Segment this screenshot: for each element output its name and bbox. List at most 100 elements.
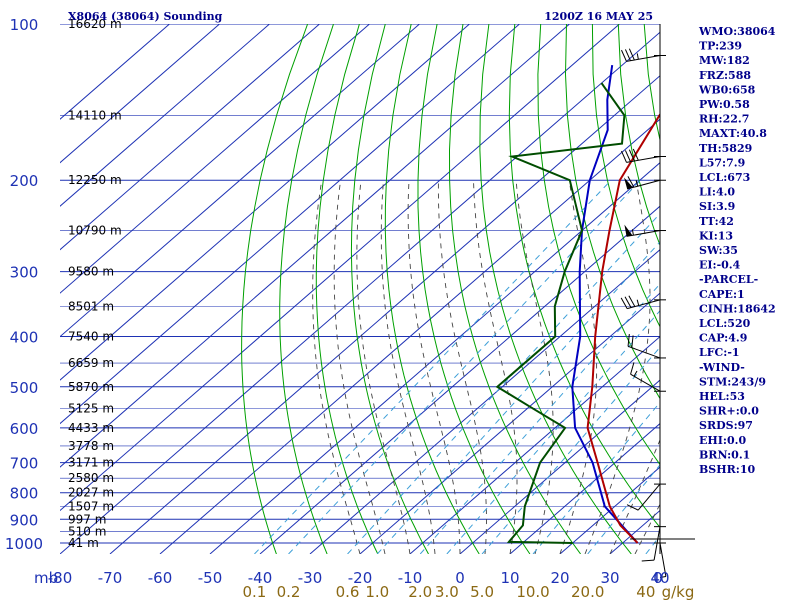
moist-adiabat	[380, 180, 436, 554]
temperature-trace	[586, 112, 660, 544]
moist-adiabat	[473, 180, 518, 554]
index-line: CINH:18642	[699, 302, 776, 315]
height-label: 3778 m	[68, 439, 114, 453]
mixing-ratio-tick: 2.0	[408, 583, 432, 600]
index-line: KI:13	[699, 229, 733, 242]
isotherm--140	[60, 24, 370, 294]
dewpoint-trace	[495, 82, 626, 544]
isotherm--130	[60, 24, 420, 338]
index-line: MAXT:40.8	[699, 127, 767, 140]
dry-adiabat	[564, 24, 660, 400]
temp-tick-20: 20	[550, 569, 569, 587]
index-line: RH:22.7	[699, 113, 749, 126]
mixing-ratio-unit-label: g/kg	[662, 583, 695, 600]
height-label: 1507 m	[68, 499, 114, 513]
mixing-ratio-line	[288, 179, 641, 554]
isotherm--180	[60, 24, 170, 120]
mixing-ratio-tick: 0.6	[336, 583, 360, 600]
pressure-label-600: 600	[10, 420, 39, 438]
temp-tick--30: -30	[298, 569, 323, 587]
height-label: 997 m	[68, 512, 106, 526]
temp-tick-30: 30	[600, 569, 619, 587]
mixing-ratio-tick: 0.1	[243, 583, 267, 600]
isotherm--110	[60, 24, 520, 425]
index-line: -WIND-	[699, 361, 745, 374]
index-line: EHI:0.0	[699, 434, 746, 447]
pressure-label-500: 500	[10, 379, 39, 397]
isotherm--60	[159, 118, 660, 554]
mixing-ratio-tick: 40	[636, 583, 655, 600]
isotherm--10	[409, 335, 660, 554]
mixing-ratio-line	[532, 401, 660, 554]
height-label: 2027 m	[68, 486, 114, 500]
index-line: SW:35	[699, 244, 738, 257]
isotherm--170	[60, 24, 220, 164]
temp-tick--60: -60	[148, 569, 173, 587]
temp-tick--50: -50	[198, 569, 223, 587]
isotherm--20	[359, 292, 660, 554]
height-label: 14110 m	[68, 108, 122, 122]
profiles	[495, 64, 660, 544]
index-line: SRDS:97	[699, 419, 753, 432]
dry-adiabat	[350, 24, 429, 554]
height-label: 7540 m	[68, 329, 114, 343]
height-label: 16620 m	[68, 17, 122, 31]
isotherm--100	[60, 24, 570, 468]
index-line: L57:7.9	[699, 156, 745, 169]
dry-adiabat	[591, 24, 660, 328]
temp-tick-40: 40	[650, 569, 669, 587]
index-line: LCL:520	[699, 317, 751, 330]
pressure-label-400: 400	[10, 328, 39, 346]
pressure-label-800: 800	[10, 485, 39, 503]
moist-adiabat	[437, 180, 487, 554]
wind-barb	[630, 362, 666, 392]
moist-adiabat	[407, 180, 461, 554]
height-label: 6659 m	[68, 356, 114, 370]
index-line: FRZ:588	[699, 69, 751, 82]
index-line: WMO:38064	[698, 25, 776, 38]
pressure-unit-label: mb	[34, 569, 58, 587]
isotherm--70	[109, 75, 660, 554]
moist-adiabat	[312, 180, 361, 554]
isotherm--30	[309, 248, 660, 554]
wind-barb	[654, 542, 667, 579]
index-line: LCL:673	[699, 171, 750, 184]
mixing-ratio-tick: 20.0	[571, 583, 604, 600]
wind-barb	[627, 333, 666, 359]
wind-barb	[621, 48, 666, 62]
index-line: MW:182	[699, 54, 750, 67]
pressure-label-1000: 1000	[5, 535, 43, 553]
height-label: 8501 m	[68, 299, 114, 313]
index-line: LI:4.0	[699, 186, 735, 199]
moist-adiabat	[356, 180, 411, 554]
pressure-label-200: 200	[10, 172, 39, 190]
pressure-label-100: 100	[10, 16, 39, 34]
wind-barb	[621, 148, 666, 163]
temp-tick--20: -20	[348, 569, 373, 587]
mixing-ratio-line	[376, 241, 660, 554]
isotherm--150	[60, 24, 320, 251]
chart-title-left: X8064 (38064) Sounding	[68, 10, 223, 23]
dry-adiabat	[774, 24, 800, 554]
isotherm--160	[60, 24, 270, 207]
temp-tick--40: -40	[248, 569, 273, 587]
height-label: 4433 m	[68, 421, 114, 435]
wind-barb	[624, 176, 666, 190]
dry-adiabat	[417, 24, 531, 554]
index-line: TH:5829	[699, 142, 752, 155]
index-line: WB0:658	[698, 83, 756, 96]
index-line: SHR+:0.0	[699, 405, 759, 418]
chart-title-right: 1200Z 16 MAY 25	[544, 10, 653, 23]
wind-barb	[626, 483, 666, 511]
dry-adiabat	[479, 24, 632, 554]
parcel-trace	[571, 64, 639, 544]
height-label: 5870 m	[68, 380, 114, 394]
dry-adiabat	[241, 24, 309, 554]
grid-lines	[60, 24, 800, 554]
mixing-ratio-line	[587, 464, 660, 554]
temp-tick-0: 0	[455, 569, 465, 587]
dry-adiabat	[384, 24, 480, 554]
isotherm-0	[459, 379, 660, 554]
index-line: LFC:-1	[699, 346, 740, 359]
